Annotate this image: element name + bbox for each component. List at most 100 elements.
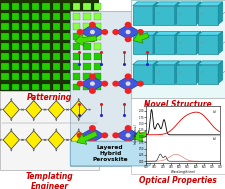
- FancyBboxPatch shape: [0, 0, 99, 91]
- FancyBboxPatch shape: [53, 23, 60, 30]
- FancyBboxPatch shape: [70, 141, 150, 166]
- FancyBboxPatch shape: [94, 74, 101, 80]
- FancyBboxPatch shape: [12, 84, 19, 90]
- FancyBboxPatch shape: [12, 3, 19, 10]
- FancyBboxPatch shape: [94, 64, 101, 70]
- FancyBboxPatch shape: [12, 13, 19, 20]
- Polygon shape: [155, 65, 175, 84]
- Polygon shape: [176, 65, 196, 84]
- Polygon shape: [133, 35, 153, 54]
- Polygon shape: [153, 31, 157, 54]
- Polygon shape: [198, 6, 218, 25]
- Polygon shape: [196, 61, 201, 84]
- FancyBboxPatch shape: [42, 64, 50, 70]
- FancyBboxPatch shape: [83, 74, 90, 80]
- FancyBboxPatch shape: [22, 64, 29, 70]
- Circle shape: [91, 134, 94, 137]
- FancyBboxPatch shape: [73, 84, 80, 90]
- Polygon shape: [80, 128, 105, 143]
- FancyBboxPatch shape: [42, 43, 50, 50]
- FancyBboxPatch shape: [83, 13, 90, 20]
- FancyBboxPatch shape: [63, 43, 70, 50]
- Polygon shape: [155, 6, 175, 25]
- Circle shape: [125, 126, 131, 130]
- FancyBboxPatch shape: [22, 74, 29, 80]
- FancyBboxPatch shape: [73, 23, 80, 30]
- Circle shape: [77, 81, 83, 86]
- Polygon shape: [175, 31, 179, 54]
- FancyBboxPatch shape: [83, 64, 90, 70]
- Polygon shape: [26, 131, 42, 149]
- Circle shape: [113, 81, 118, 86]
- FancyBboxPatch shape: [1, 3, 9, 10]
- Polygon shape: [153, 2, 157, 25]
- Polygon shape: [155, 61, 179, 65]
- FancyBboxPatch shape: [42, 53, 50, 60]
- Circle shape: [91, 82, 94, 85]
- FancyBboxPatch shape: [22, 3, 29, 10]
- FancyBboxPatch shape: [73, 53, 80, 60]
- Polygon shape: [133, 65, 153, 84]
- FancyBboxPatch shape: [1, 64, 9, 70]
- Circle shape: [90, 22, 95, 27]
- Polygon shape: [80, 76, 105, 91]
- Polygon shape: [133, 6, 153, 25]
- FancyBboxPatch shape: [63, 53, 70, 60]
- FancyBboxPatch shape: [53, 64, 60, 70]
- FancyBboxPatch shape: [32, 3, 39, 10]
- FancyBboxPatch shape: [130, 0, 225, 98]
- Polygon shape: [218, 61, 223, 84]
- FancyBboxPatch shape: [63, 23, 70, 30]
- FancyBboxPatch shape: [42, 74, 50, 80]
- FancyBboxPatch shape: [0, 91, 99, 170]
- FancyBboxPatch shape: [53, 13, 60, 20]
- FancyBboxPatch shape: [83, 43, 90, 50]
- FancyBboxPatch shape: [12, 53, 19, 60]
- Text: (a): (a): [213, 110, 217, 114]
- Polygon shape: [71, 131, 87, 149]
- Polygon shape: [116, 128, 140, 143]
- Polygon shape: [48, 101, 64, 119]
- Polygon shape: [176, 31, 201, 35]
- FancyBboxPatch shape: [63, 13, 70, 20]
- FancyBboxPatch shape: [73, 33, 80, 40]
- Polygon shape: [198, 61, 223, 65]
- FancyBboxPatch shape: [73, 3, 80, 10]
- FancyBboxPatch shape: [130, 98, 225, 174]
- Text: Optical Properties: Optical Properties: [139, 176, 217, 185]
- Circle shape: [113, 133, 118, 138]
- Circle shape: [125, 37, 131, 42]
- Polygon shape: [176, 61, 201, 65]
- FancyBboxPatch shape: [12, 33, 19, 40]
- X-axis label: Wavelength (nm): Wavelength (nm): [171, 170, 196, 174]
- FancyBboxPatch shape: [63, 74, 70, 80]
- FancyBboxPatch shape: [73, 64, 80, 70]
- FancyBboxPatch shape: [53, 43, 60, 50]
- FancyBboxPatch shape: [22, 23, 29, 30]
- FancyBboxPatch shape: [94, 84, 101, 90]
- FancyBboxPatch shape: [32, 23, 39, 30]
- Polygon shape: [80, 25, 105, 39]
- Circle shape: [90, 89, 95, 93]
- Circle shape: [102, 81, 108, 86]
- Circle shape: [125, 89, 131, 93]
- FancyBboxPatch shape: [12, 23, 19, 30]
- Polygon shape: [116, 25, 140, 39]
- FancyBboxPatch shape: [94, 33, 101, 40]
- Circle shape: [126, 30, 130, 33]
- Circle shape: [126, 134, 130, 137]
- Circle shape: [90, 140, 95, 145]
- FancyBboxPatch shape: [22, 84, 29, 90]
- FancyBboxPatch shape: [83, 84, 90, 90]
- FancyBboxPatch shape: [53, 33, 60, 40]
- FancyBboxPatch shape: [22, 13, 29, 20]
- Polygon shape: [155, 2, 179, 6]
- FancyBboxPatch shape: [42, 84, 50, 90]
- FancyBboxPatch shape: [42, 3, 50, 10]
- FancyBboxPatch shape: [63, 64, 70, 70]
- FancyBboxPatch shape: [42, 23, 50, 30]
- FancyBboxPatch shape: [1, 43, 9, 50]
- FancyBboxPatch shape: [1, 13, 9, 20]
- FancyBboxPatch shape: [70, 11, 151, 166]
- Polygon shape: [175, 61, 179, 84]
